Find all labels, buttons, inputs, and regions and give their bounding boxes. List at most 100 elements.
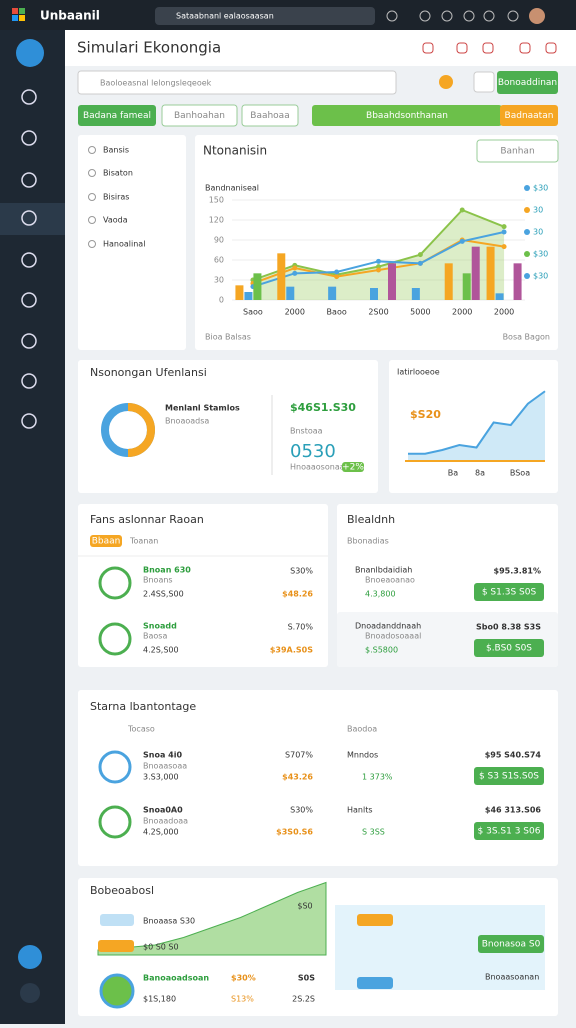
nav-icon[interactable]	[21, 373, 37, 389]
bar	[286, 286, 295, 300]
row-icon	[98, 805, 132, 839]
tab: Baodoa	[347, 725, 377, 734]
stats-panel	[78, 690, 558, 866]
nav-icon[interactable]	[21, 292, 37, 308]
chip	[100, 914, 134, 926]
browser-icon[interactable]	[386, 10, 398, 22]
legend-label: $30	[533, 250, 548, 259]
bar	[388, 263, 396, 300]
chip	[357, 914, 393, 926]
bar	[486, 246, 495, 300]
row-icon	[98, 566, 132, 600]
line	[408, 390, 546, 455]
logo	[12, 8, 18, 14]
x-tick-label: 2000	[452, 308, 472, 317]
avatar[interactable]	[529, 8, 545, 24]
icon-button	[473, 71, 495, 93]
row-sub: Bnoeaoanao	[365, 576, 415, 585]
legend-dot	[524, 251, 530, 257]
legend-label: $30	[533, 272, 548, 281]
y-tick-label: 30	[214, 276, 224, 285]
row-value: $48.26	[282, 590, 313, 599]
x-tick-label: 2S00	[368, 308, 388, 317]
row-change: 4.3,800	[365, 590, 396, 599]
address-bar	[155, 7, 375, 25]
chip	[98, 940, 134, 952]
search-box	[77, 70, 397, 95]
chart-subtitle: Bandnaniseal	[205, 184, 259, 193]
search-placeholder: Baoloeasnal lelongsleqeoek	[100, 79, 212, 88]
area	[408, 391, 545, 460]
filter-icon	[88, 169, 96, 177]
header	[65, 30, 576, 66]
x-tick-label: Saoo	[243, 308, 263, 317]
button-label: Bonoaddinan	[498, 78, 557, 88]
big-value: 0530	[290, 441, 336, 462]
page-title: Simulari Ekonongia	[77, 39, 221, 57]
row-pct: S30%	[290, 567, 313, 576]
row-sub: S 3SS	[362, 828, 385, 837]
legend-label: $30	[533, 184, 548, 193]
amount: $46S1.S30	[290, 401, 356, 414]
row-amount: 2.4SS,S00	[143, 590, 184, 599]
area-label: $S0	[297, 902, 312, 911]
button-label: Badana fameal	[83, 111, 151, 121]
row-value: $3S0.S6	[276, 828, 313, 837]
tab: Tocaso	[127, 725, 155, 734]
x-tick-label: 5000	[410, 308, 430, 317]
nav-icon[interactable]	[21, 252, 37, 268]
point	[501, 229, 507, 235]
chip-label: Bnoaasoanan	[485, 973, 539, 982]
nav-icon[interactable]	[18, 945, 42, 969]
nav-icon[interactable]	[20, 983, 40, 1003]
sidebar	[0, 30, 65, 1024]
row-sub: Baosa	[143, 632, 167, 641]
area	[97, 881, 327, 956]
logo	[19, 15, 25, 21]
point	[376, 267, 381, 273]
bar	[471, 246, 480, 300]
panel-title: Bobeoabosl	[90, 884, 154, 897]
row-name: Snoa 4i0	[143, 751, 182, 760]
point	[376, 258, 381, 264]
browser-icon[interactable]	[463, 10, 475, 22]
row-value: $39A.S0S	[270, 646, 313, 655]
nav-icon[interactable]	[21, 89, 37, 105]
button	[342, 462, 364, 472]
row-sub: $1S,180	[143, 995, 176, 1004]
chart-title: Ntonanisin	[203, 144, 267, 158]
browser-icon[interactable]	[483, 10, 495, 22]
app-logo[interactable]	[16, 39, 44, 67]
nav-icon[interactable]	[21, 210, 37, 226]
panel-title: Blealdnh	[347, 513, 395, 526]
filter-item: Bisaton	[103, 169, 133, 178]
filter-item: Hanoalinal	[103, 240, 145, 249]
button-label: $ S1.3S S0S	[482, 588, 537, 598]
bar	[444, 263, 453, 300]
row-sub: Bnoaasoaa	[143, 762, 187, 771]
tab: Toanan	[129, 537, 158, 546]
browser-icon[interactable]	[507, 10, 519, 22]
browser-icon[interactable]	[441, 10, 453, 22]
x-tick-label: 2000	[494, 308, 514, 317]
button	[474, 767, 544, 785]
nav-icon[interactable]	[21, 130, 37, 146]
header-icon	[482, 42, 494, 54]
row-name: Snoadd	[143, 622, 177, 631]
row-change: $.S5800	[365, 646, 398, 655]
filter-icon	[88, 240, 96, 248]
button	[478, 935, 544, 953]
panel-title: Iatirlooeoe	[397, 368, 440, 377]
button	[476, 139, 559, 163]
button	[90, 535, 122, 547]
browser-icon[interactable]	[419, 10, 431, 22]
x-tick-label: Baoo	[327, 308, 347, 317]
button	[241, 104, 299, 127]
nav-icon[interactable]	[21, 333, 37, 349]
nav-icon[interactable]	[21, 413, 37, 429]
legend-dot	[524, 185, 530, 191]
button-label: Banhoahan	[174, 111, 225, 121]
bar	[277, 253, 286, 300]
legend-dot	[524, 229, 530, 235]
nav-icon[interactable]	[21, 172, 37, 188]
